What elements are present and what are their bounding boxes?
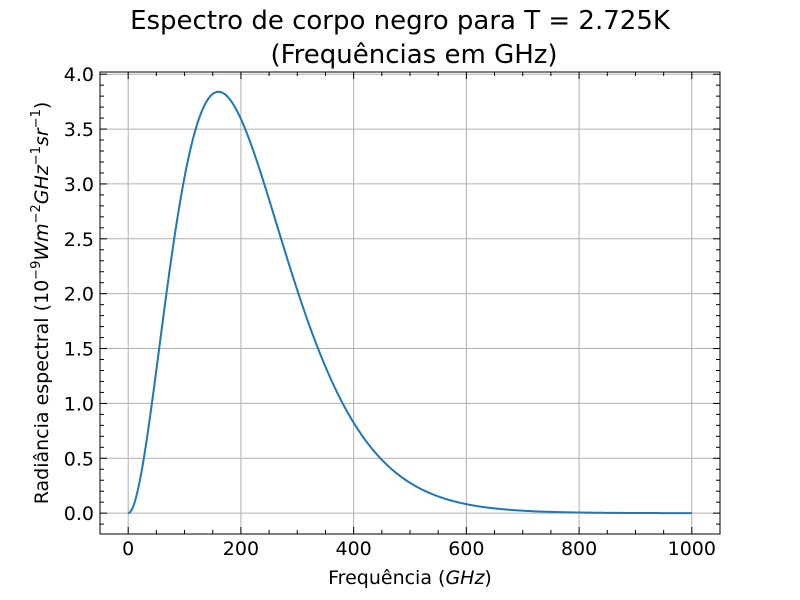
series-line-planck <box>127 90 692 515</box>
chart-title-line2: (Frequências em GHz) <box>270 40 557 70</box>
x-tick-label: 400 <box>336 538 372 560</box>
y-tick-label: 2.0 <box>64 284 94 306</box>
y-tick-label: 0.5 <box>64 448 94 470</box>
y-tick-label: 0.0 <box>64 503 94 525</box>
x-tick-label: 800 <box>561 538 597 560</box>
x-axis-label: Frequência (GHz) <box>328 567 492 589</box>
y-tick-labels: 0.0 0.5 1.0 1.5 2.0 2.5 3.0 3.5 4.0 <box>64 64 94 525</box>
y-tick-label: 1.0 <box>64 393 94 415</box>
x-tick-label: 0 <box>122 538 134 560</box>
y-tick-label: 1.5 <box>64 339 94 361</box>
y-tick-label: 3.5 <box>64 119 94 141</box>
x-tick-labels: 0 200 400 600 800 1000 <box>122 538 716 560</box>
y-tick-label: 4.0 <box>64 64 94 86</box>
ticks <box>99 72 721 534</box>
x-tick-label: 1000 <box>668 538 716 560</box>
chart-title-line1: Espectro de corpo negro para T = 2.725K <box>130 6 671 36</box>
x-tick-label: 200 <box>223 538 259 560</box>
y-axis-label: Radiância espectral (10−9Wm−2GHz−1sr−1) <box>29 102 53 505</box>
grid <box>100 72 720 534</box>
y-tick-label: 2.5 <box>64 229 94 251</box>
x-tick-label: 600 <box>448 538 484 560</box>
y-tick-label: 3.0 <box>64 174 94 196</box>
